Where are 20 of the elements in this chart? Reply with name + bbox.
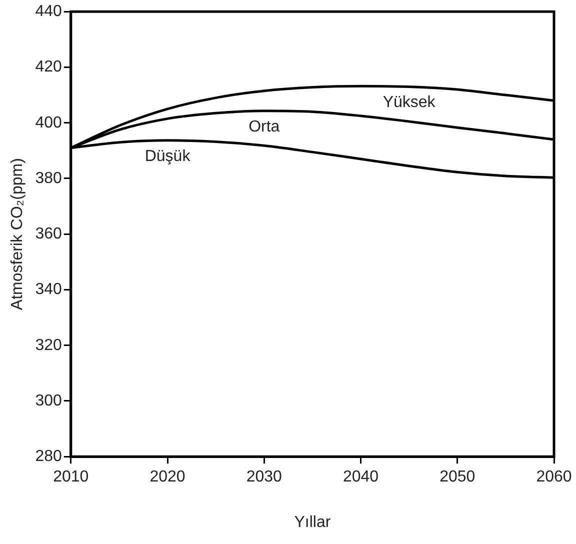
x-tick-label: 2050: [440, 468, 476, 486]
x-axis-title: Yıllar: [294, 514, 332, 531]
y-tick-label: 400: [35, 114, 62, 132]
x-tick-label: 2030: [246, 468, 282, 486]
y-tick-label: 380: [35, 170, 62, 187]
series-label: Yüksek: [382, 94, 436, 112]
y-tick-label: 360: [35, 226, 62, 243]
series-label: Orta: [248, 118, 280, 136]
x-tick-label: 2060: [536, 468, 572, 486]
x-tick-label: 2010: [53, 468, 89, 486]
y-tick-label: 340: [35, 281, 62, 298]
y-tick-label: 420: [35, 58, 62, 76]
x-tick-label: 2040: [342, 468, 379, 486]
y-tick-label: 280: [35, 448, 62, 466]
series-label: Düşük: [144, 148, 192, 165]
y-axis-title: Atmosferik CO₂(ppm): [9, 158, 26, 310]
y-tick-label: 300: [35, 392, 62, 410]
x-tick-label: 2020: [150, 468, 186, 486]
y-tick-label: 320: [35, 336, 62, 354]
y-tick-label: 440: [35, 3, 62, 20]
